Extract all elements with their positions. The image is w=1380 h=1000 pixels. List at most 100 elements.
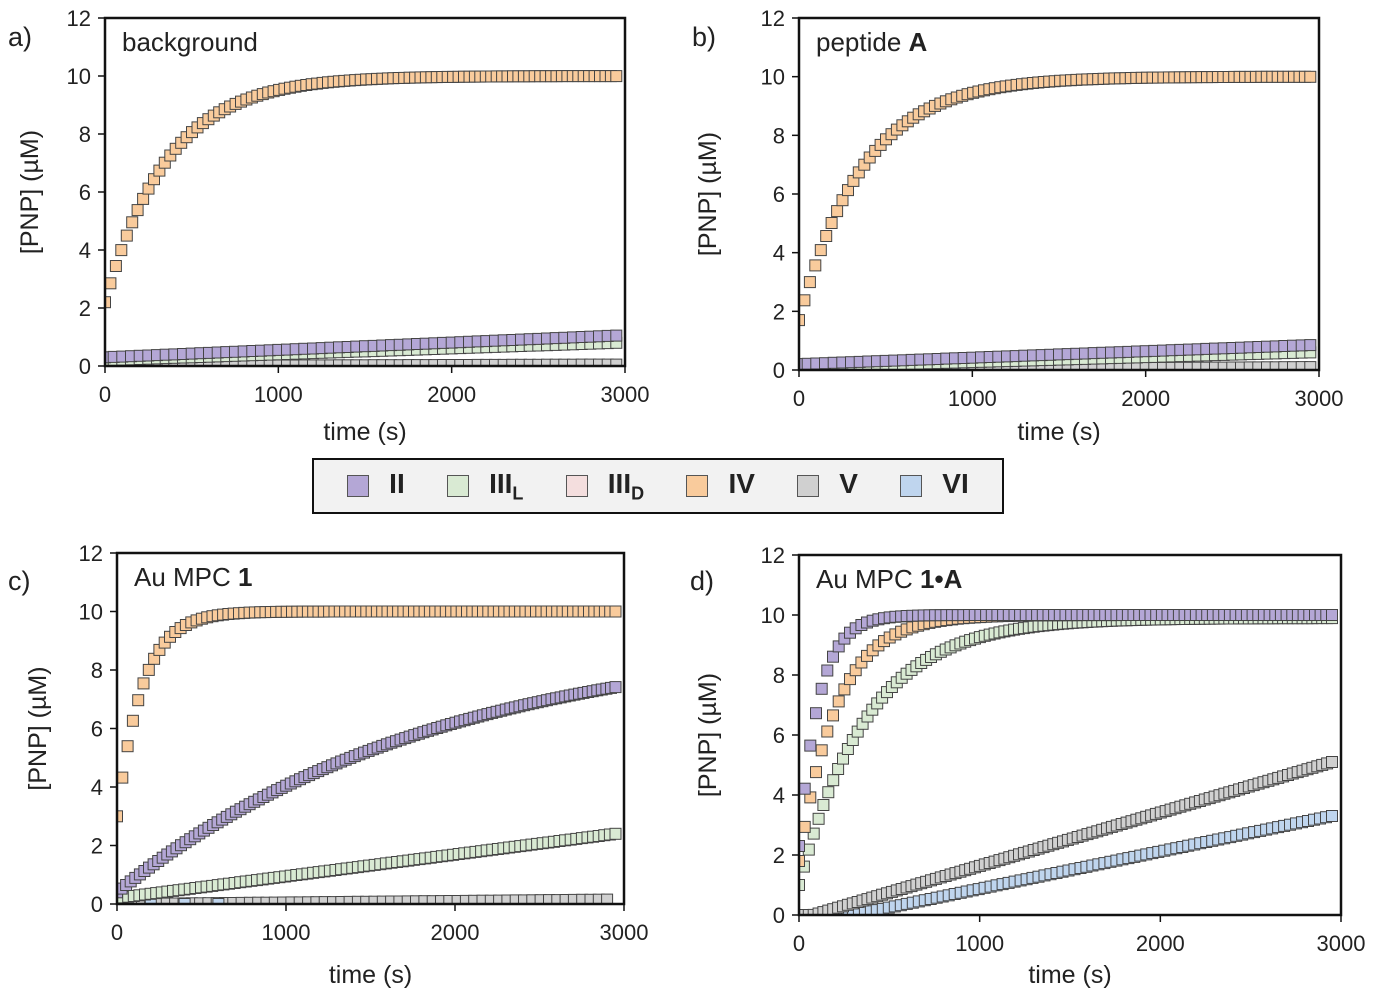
data-point-iv [810,766,822,779]
x-axis-label: time (s) [329,961,412,989]
data-point-ii [827,650,839,663]
y-tick-label: 0 [91,892,103,917]
legend-item-ii: II [347,468,405,505]
y-axis-label: [PNP] (µM) [694,673,722,797]
data-point-ii [1304,339,1317,352]
data-point-iv [799,820,811,833]
data-point-iii-l [822,786,835,799]
legend-swatch-iii-d [565,475,588,497]
y-axis-label: [PNP] (µM) [16,130,44,254]
panel-title-text: background [122,27,258,57]
y-tick-label: 6 [773,182,785,207]
legend-label-iii-l: IIIL [489,467,524,504]
y-tick-label: 12 [79,541,103,566]
x-tick-label: 1000 [948,386,997,411]
x-tick-label: 3000 [601,382,650,407]
legend-item-v: V [797,468,858,505]
panel-label: b) [692,22,716,52]
panel-title-text: Au MPC [134,562,238,592]
data-point-iv [610,70,623,83]
y-tick-label: 0 [79,354,91,379]
data-point-iii-l [832,763,845,775]
y-tick-label: 12 [761,543,785,568]
data-point-iv [137,677,150,690]
data-point-ii [821,664,834,677]
data-point-iii-l [609,827,622,840]
data-point-iv [799,855,805,867]
data-point-iv [803,276,816,289]
data-point-iv [105,296,111,309]
data-point-v [1326,756,1338,768]
markers [105,70,623,366]
x-axis-label: time (s) [1017,418,1100,446]
panel-title-bold: 1 [238,562,252,592]
data-point-iii-l [812,812,825,825]
markers [799,70,1317,370]
chart-panel-a: 0 2 4 6 8 10 12 0 1000 2000 3000 time (s) [PNP] (µM)… [8,6,649,446]
panel-title: peptide A [816,27,928,57]
data-point-iii-l [807,827,820,840]
data-point-iv [832,695,845,708]
data-point-iv [836,194,849,207]
legend-item-vi: VI [900,467,969,505]
legend-label-iv: IV [728,467,755,499]
panel-title-bold: 1•A [920,564,963,594]
legend-swatch-ii [347,475,370,497]
data-point-iv [105,277,117,290]
y-tick-label: 10 [67,64,91,89]
data-point-iv [820,230,833,242]
y-tick-label: 10 [79,600,103,625]
y-tick-label: 2 [79,296,91,321]
x-axis-label: time (s) [323,418,406,446]
x-tick-label: 1000 [254,382,303,407]
y-tick-label: 6 [91,717,103,742]
x-tick-label: 0 [111,920,123,945]
legend-label-vi: VI [942,467,969,499]
x-tick-label: 0 [793,386,805,411]
plot-frame [797,16,1321,372]
legend-item-iii-d: IIID [565,468,644,505]
y-tick-label: 8 [91,658,103,683]
data-point-iv [1304,70,1317,83]
data-point-vi [212,898,225,904]
y-axis-label: [PNP] (µM) [694,132,722,256]
data-point-iv [831,205,844,218]
chart-panel-c: 0 2 4 6 8 10 12 0 1000 2000 3000 time (s) [PNP] (µM)… [8,541,648,989]
panel-title-bold: A [909,27,928,57]
data-point-ii [804,739,817,752]
data-point-iv [131,204,144,217]
data-point-iv [126,216,139,229]
chart-panel-d: 0 2 4 6 8 10 12 0 1000 2000 3000 time (s) [PNP] (µM)… [690,543,1365,989]
x-tick-label: 2000 [431,920,480,945]
data-point-ii [799,782,811,795]
panel-title: Au MPC 1•A [816,564,963,594]
legend-item-iii-l: IIIL [447,468,523,505]
x-tick-label: 1000 [262,920,311,945]
x-axis-label: time (s) [1028,961,1111,989]
data-point-iii-l [799,879,805,891]
y-tick-label: 8 [773,663,785,688]
data-point-iv [120,229,133,242]
data-point-iv [132,694,145,707]
data-point-ii [609,681,622,694]
data-point-iv [117,810,123,823]
y-tick-label: 4 [773,783,785,808]
x-tick-label: 2000 [1121,386,1170,411]
data-point-iv [821,725,834,738]
y-tick-label: 6 [79,180,91,205]
y-tick-label: 4 [91,775,103,800]
x-tick-label: 1000 [955,931,1004,956]
y-tick-label: 8 [773,123,785,148]
data-point-iv [115,244,128,257]
y-tick-label: 0 [773,903,785,928]
y-tick-label: 4 [79,238,91,263]
x-tick-label: 0 [793,931,805,956]
data-point-iv [126,714,139,727]
y-tick-label: 2 [773,299,785,324]
legend-label-v: V [839,467,858,499]
data-point-iv [809,259,822,272]
data-point-vi [178,898,191,904]
data-point-iv [121,740,134,753]
data-point-v [610,358,623,366]
